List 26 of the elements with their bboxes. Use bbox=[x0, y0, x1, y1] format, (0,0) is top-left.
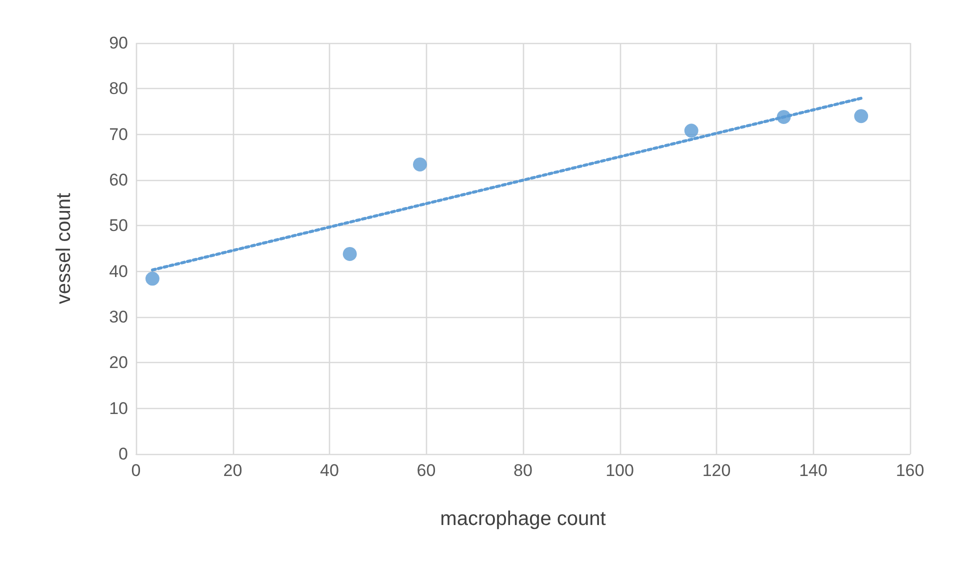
x-tick-label: 140 bbox=[799, 461, 828, 480]
y-tick-label: 20 bbox=[109, 353, 128, 372]
y-tick-label: 80 bbox=[109, 79, 128, 98]
y-axis-title: vessel count bbox=[53, 192, 75, 304]
x-axis-title: macrophage count bbox=[440, 508, 606, 530]
y-tick-label: 90 bbox=[109, 34, 128, 52]
y-tick-label: 40 bbox=[109, 262, 128, 281]
point bbox=[145, 272, 160, 286]
y-tick-label: 60 bbox=[109, 170, 128, 190]
point bbox=[412, 157, 427, 172]
point bbox=[684, 124, 698, 138]
y-tick-label: 50 bbox=[109, 216, 128, 236]
x-tick-label: 60 bbox=[416, 461, 436, 480]
y-tick-label: 10 bbox=[109, 398, 128, 418]
y-tick-label: 30 bbox=[109, 308, 128, 326]
x-tick-label: 100 bbox=[606, 461, 634, 480]
x-tick-label: 40 bbox=[320, 461, 339, 480]
x-tick-label: 160 bbox=[896, 461, 924, 480]
x-tick-label: 0 bbox=[131, 461, 141, 480]
x-tick-label: 80 bbox=[514, 461, 532, 480]
point bbox=[854, 109, 868, 124]
x-tick-label: 120 bbox=[702, 461, 731, 480]
y-tick-label: 0 bbox=[118, 444, 128, 464]
point bbox=[342, 246, 357, 261]
y-tick-label: 70 bbox=[109, 124, 128, 144]
x-tick-label: 20 bbox=[223, 461, 242, 480]
